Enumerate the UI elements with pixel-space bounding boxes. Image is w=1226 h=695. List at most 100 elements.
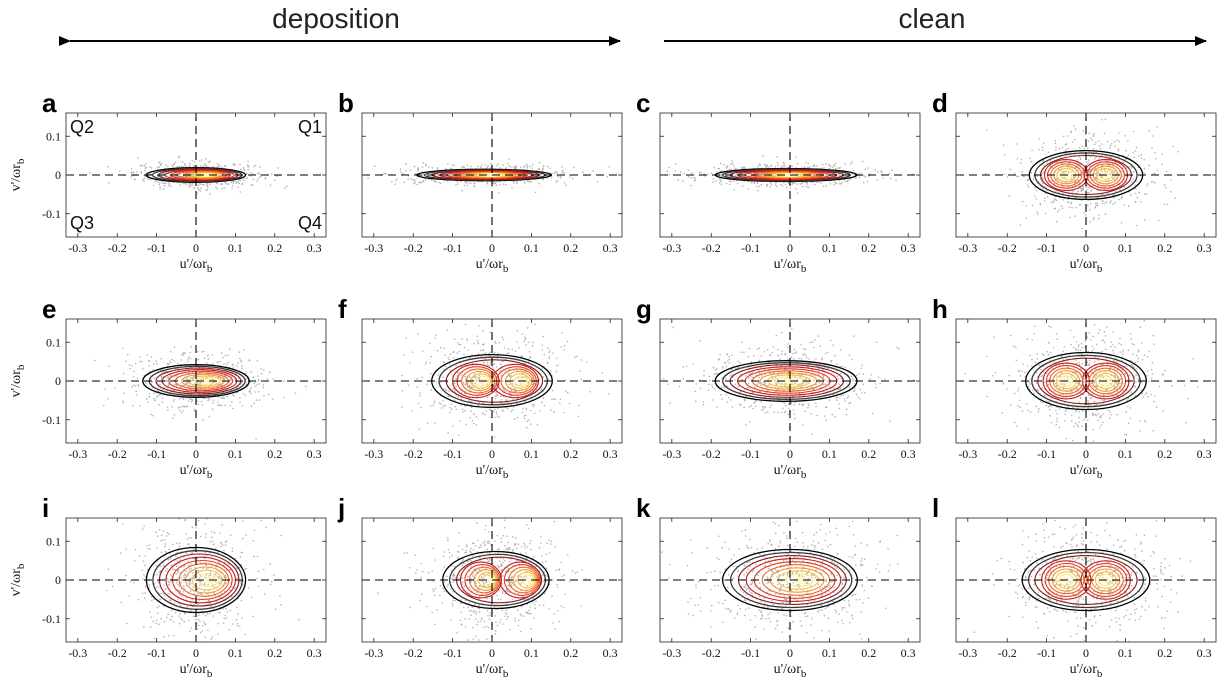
scatter-point — [580, 378, 583, 381]
scatter-point — [482, 344, 484, 346]
scatter-point — [542, 178, 544, 180]
scatter-point — [803, 353, 805, 355]
scatter-point — [550, 409, 552, 411]
scatter-point — [566, 340, 569, 343]
scatter-point — [986, 129, 988, 131]
scatter-point — [417, 333, 419, 335]
scatter-point — [453, 382, 456, 385]
scatter-point — [731, 406, 734, 408]
scatter-point — [417, 168, 420, 171]
scatter-point — [554, 398, 556, 401]
scatter-point — [765, 185, 768, 187]
scatter-point — [1053, 207, 1056, 210]
scatter-point — [231, 364, 234, 366]
scatter-point — [830, 360, 832, 363]
scatter-point — [150, 167, 153, 169]
scatter-point — [823, 167, 825, 169]
scatter-point — [880, 170, 882, 172]
scatter-point — [808, 404, 810, 407]
scatter-point — [139, 360, 141, 363]
scatter-point — [499, 370, 501, 372]
scatter-point — [511, 408, 514, 411]
scatter-point — [1025, 205, 1028, 207]
scatter-point — [741, 166, 743, 168]
scatter-point — [212, 399, 215, 402]
scatter-point — [806, 182, 808, 184]
scatter-point — [304, 385, 307, 388]
scatter-point — [396, 178, 398, 180]
scatter-point — [1072, 346, 1075, 349]
scatter-point — [167, 383, 170, 385]
scatter-point — [840, 183, 842, 185]
plot-area — [964, 319, 1199, 443]
scatter-point — [242, 392, 245, 395]
scatter-point — [469, 388, 472, 391]
scatter-point — [425, 163, 427, 166]
scatter-point — [480, 164, 483, 167]
scatter-point — [473, 413, 475, 416]
scatter-point — [219, 183, 222, 185]
scatter-point — [737, 366, 740, 369]
scatter-point — [472, 422, 475, 425]
scatter-point — [473, 184, 476, 187]
scatter-point — [1044, 212, 1047, 215]
scatter-point — [813, 164, 816, 166]
scatter-point — [229, 378, 232, 381]
scatter-point — [819, 345, 822, 347]
scatter-point — [1044, 192, 1047, 195]
scatter-point — [720, 175, 723, 177]
scatter-point — [184, 352, 186, 354]
scatter-point — [795, 351, 798, 353]
scatter-point — [771, 351, 773, 354]
scatter-point — [1085, 214, 1087, 216]
scatter-point — [816, 414, 818, 417]
scatter-point — [1095, 141, 1097, 144]
scatter-point — [271, 173, 273, 175]
scatter-point — [1114, 201, 1117, 204]
scatter-point — [173, 414, 176, 416]
scatter-point — [1026, 184, 1029, 186]
scatter-point — [542, 376, 545, 378]
scatter-point — [839, 365, 841, 368]
scatter-point — [559, 176, 562, 179]
scatter-point — [1020, 158, 1023, 161]
scatter-point — [1166, 203, 1169, 206]
scatter-point — [1031, 149, 1033, 152]
scatter-point — [162, 188, 165, 190]
scatter-point — [453, 338, 456, 341]
y-axis-label-sub: b — [15, 158, 27, 164]
scatter-point — [1037, 213, 1039, 216]
scatter-point — [750, 404, 753, 407]
scatter-point — [529, 165, 531, 168]
scatter-point — [529, 356, 531, 358]
scatter-point — [197, 187, 199, 189]
scatter-point — [237, 186, 239, 188]
scatter-point — [1087, 399, 1089, 402]
scatter-point — [836, 396, 839, 399]
scatter-point — [754, 401, 756, 403]
scatter-point — [734, 175, 737, 177]
scatter-point — [874, 169, 877, 171]
scatter-point — [495, 412, 498, 415]
scatter-point — [758, 359, 761, 362]
scatter-point — [822, 384, 824, 386]
scatter-point — [1133, 156, 1135, 159]
scatter-point — [1100, 119, 1103, 121]
scatter-point — [494, 351, 496, 354]
scatter-point — [476, 339, 479, 342]
scatter-point — [470, 406, 473, 409]
y-axis-label: v'/ωrb — [9, 158, 27, 191]
scatter-point — [435, 381, 438, 383]
scatter-point — [494, 342, 497, 345]
scatter-point — [727, 396, 730, 399]
panel-label: d — [932, 88, 948, 118]
scatter-point — [413, 179, 416, 181]
scatter-point — [1095, 202, 1097, 205]
scatter-point — [774, 165, 777, 168]
scatter-point — [548, 357, 551, 360]
scatter-point — [526, 165, 529, 168]
scatter-point — [228, 183, 230, 185]
scatter-point — [711, 384, 713, 387]
scatter-point — [577, 415, 580, 418]
scatter-point — [1164, 186, 1167, 189]
